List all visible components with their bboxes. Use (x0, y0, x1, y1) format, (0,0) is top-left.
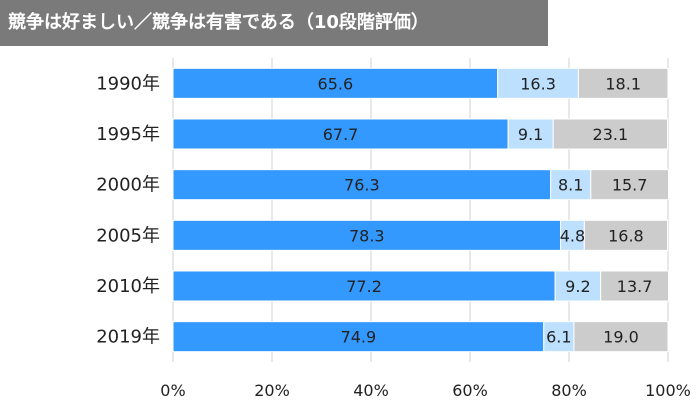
value-label: 4.8 (560, 226, 585, 245)
axis-layer: 0% 20% 40% 60% 80% 100% 1990年 1995年 2000年 2005年 20… (96, 73, 691, 400)
chart-title: 競争は好ましい／競争は有害である（10段階評価） (0, 0, 548, 46)
bar-segment (172, 219, 562, 251)
value-label: 15.7 (612, 176, 648, 195)
bar-segment (600, 270, 669, 302)
x-tick-label: 100% (645, 381, 691, 400)
value-label: 77.2 (346, 277, 382, 296)
grid-layer (172, 58, 669, 362)
value-label: 19.0 (603, 328, 639, 347)
x-tick-label: 60% (452, 381, 488, 400)
bar-segment (497, 67, 579, 99)
x-tick-label: 20% (254, 381, 290, 400)
category-label: 1995年 (96, 124, 160, 145)
bar-segment (552, 118, 669, 150)
bar-segment (172, 118, 509, 150)
bar-segment (172, 169, 552, 201)
bar-layer (172, 67, 669, 353)
bar-segment (172, 67, 499, 99)
bar-segment (573, 321, 669, 353)
bar-segment (507, 118, 554, 150)
label-layer: 65.6 16.3 18.1 67.7 9.1 23.1 76.3 8.1 15.7 78.3 4.… (318, 74, 653, 346)
x-tick-label: 0% (160, 381, 185, 400)
category-label: 2005年 (96, 225, 160, 246)
value-label: 78.3 (349, 226, 385, 245)
category-label: 2019年 (96, 327, 160, 348)
category-label: 2010年 (96, 276, 160, 297)
value-label: 9.2 (565, 277, 590, 296)
bar-segment (577, 67, 669, 99)
value-label: 76.3 (344, 176, 380, 195)
value-label: 23.1 (593, 125, 629, 144)
value-label: 16.8 (608, 226, 644, 245)
bar-segment (583, 219, 669, 251)
value-label: 13.7 (617, 277, 653, 296)
category-label: 2000年 (96, 175, 160, 196)
bar-segment (550, 169, 592, 201)
value-label: 74.9 (341, 328, 377, 347)
value-label: 6.1 (546, 328, 571, 347)
value-label: 16.3 (520, 74, 556, 93)
value-label: 8.1 (558, 176, 583, 195)
value-label: 67.7 (323, 125, 359, 144)
bar-segment (554, 270, 602, 302)
bar-segment (543, 321, 575, 353)
bar-segment (590, 169, 669, 201)
bar-segment (172, 321, 545, 353)
x-tick-label: 80% (551, 381, 587, 400)
value-label: 9.1 (518, 125, 543, 144)
value-label: 65.6 (318, 74, 354, 93)
x-tick-label: 40% (353, 381, 389, 400)
category-label: 1990年 (96, 73, 160, 94)
value-label: 18.1 (605, 74, 641, 93)
